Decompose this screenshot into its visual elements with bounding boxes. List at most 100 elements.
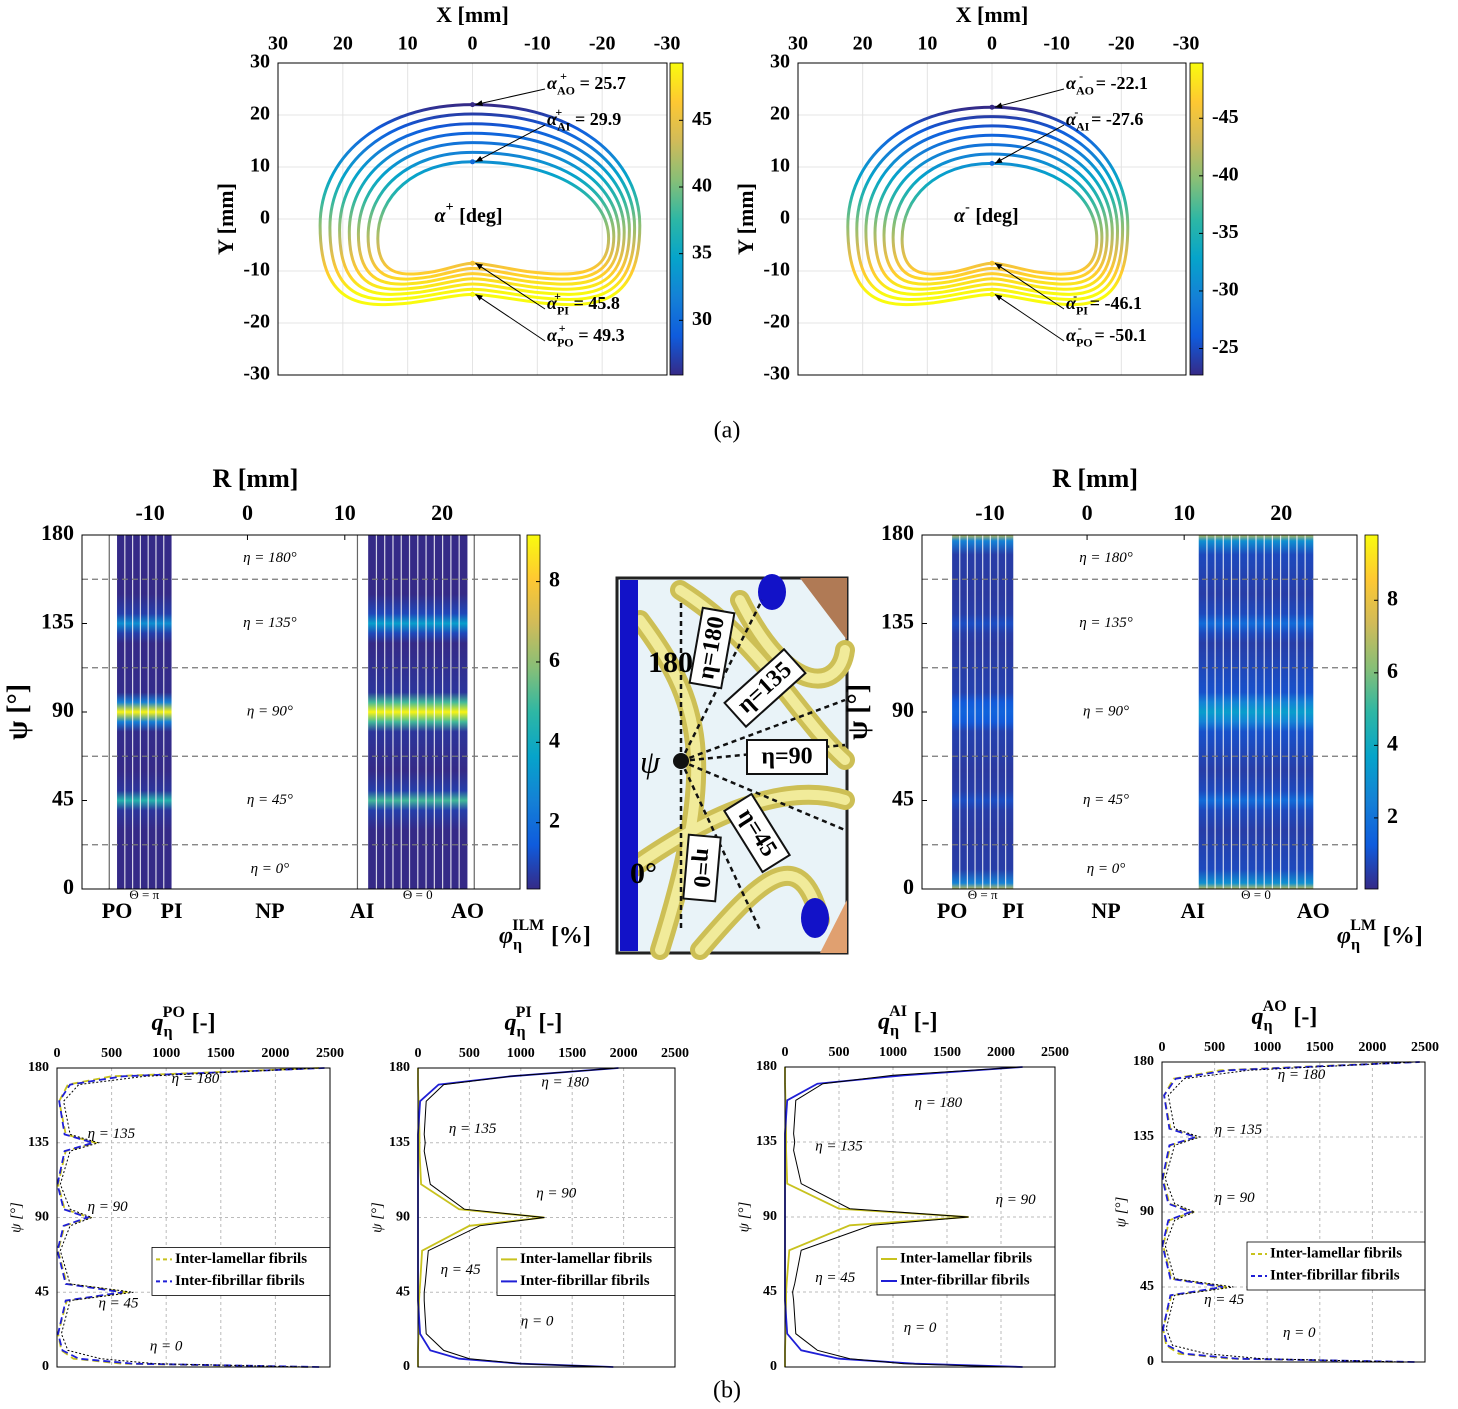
x-tick-label: 2000: [610, 1046, 638, 1061]
y-tick-label: 135: [389, 1135, 410, 1150]
annotation: αAI+ = 29.9: [547, 105, 621, 133]
x-tick-label: 500: [101, 1046, 122, 1061]
x-tick-label: 20: [431, 500, 453, 525]
label-box: [723, 647, 807, 729]
annotation-base: α: [1066, 293, 1077, 313]
label-box: [722, 792, 792, 874]
annotation: η = 135: [1215, 1122, 1263, 1138]
y-tick-label: 0: [903, 874, 914, 899]
chart-title-sup: PO: [163, 1004, 185, 1021]
x-tick-label: 30: [788, 33, 808, 55]
inset-label: η=0: [688, 847, 717, 888]
chart-title: qη PI [-]: [505, 1004, 563, 1040]
annotation-base: α: [1066, 325, 1077, 345]
colorbar: [526, 534, 541, 890]
annotation: η = 90: [88, 1199, 129, 1215]
x-tick-label: -10: [975, 500, 1004, 525]
contour-line: [855, 115, 1125, 301]
data-line: [59, 1067, 320, 1368]
colorbar: [669, 62, 684, 376]
region-label: η = 135°: [243, 615, 297, 631]
annotation: η = 90: [1215, 1190, 1256, 1206]
y-tick-label: 135: [1133, 1129, 1154, 1144]
y-tick-label: -20: [763, 311, 790, 333]
chart-title-base: q: [152, 1010, 164, 1036]
colorbar-title: φη ILM [%]: [499, 917, 591, 953]
colorbar-tick-label: 30: [692, 308, 712, 330]
legend-box: [151, 1247, 331, 1296]
inset-label: 0°: [630, 857, 657, 890]
y-axis-title: ψ [°]: [369, 1202, 385, 1233]
region-label: η = 45°: [1083, 792, 1129, 808]
annotation: αPO- = -50.1: [1066, 321, 1147, 349]
plot-frame: [81, 534, 521, 890]
y-tick-label: 0: [1147, 1354, 1154, 1369]
eta-box: η=90: [746, 739, 828, 775]
annotation: αAO- = -22.1: [1066, 69, 1148, 97]
annotation-label: = 45.8: [574, 293, 620, 313]
x-tick-label: 10: [1173, 500, 1195, 525]
plot-area: [57, 1068, 330, 1367]
data-line: [1164, 1061, 1415, 1363]
colorbar-tick-label: 40: [692, 175, 712, 197]
y-tick-label: 90: [763, 1209, 777, 1224]
blue-fiber-end: [758, 574, 786, 610]
x-tick-label: 0: [468, 33, 478, 55]
chart-title-sub: η: [517, 1023, 526, 1040]
x-tick-label: -20: [1108, 33, 1135, 55]
y-tick-label: 90: [1140, 1204, 1154, 1219]
annotation-base: α: [547, 73, 558, 93]
annotation: η = 45: [441, 1262, 482, 1278]
region-label: η = 180°: [243, 550, 297, 566]
annotation: η = 90: [536, 1186, 577, 1202]
annotation: η = 0: [521, 1314, 554, 1330]
colorbar-title-sub: η: [1351, 936, 1360, 953]
colorbar: [1189, 62, 1204, 376]
annotation-arrow: [475, 262, 546, 310]
y-tick-label: 30: [770, 51, 790, 73]
caption: (b): [713, 1378, 741, 1404]
y-tick-label: 20: [770, 103, 790, 125]
x-axis-title: R [mm]: [213, 464, 299, 493]
region-label: η = 90°: [1083, 703, 1129, 719]
annotation-marker: [989, 160, 995, 166]
legend-box: [1246, 1241, 1426, 1291]
annotation-arrow: [475, 293, 546, 342]
annotation-label: = -22.1: [1096, 73, 1148, 93]
legend-box: [876, 1246, 1056, 1296]
fiber: [695, 870, 825, 955]
colorbar-title-sup: LM: [1350, 917, 1376, 934]
annotation-base: α: [1066, 73, 1077, 93]
annotation: αAI- = -27.6: [1066, 105, 1143, 133]
x-tick-label: 0: [782, 1045, 789, 1060]
y-axis-title: Y [mm]: [213, 183, 238, 255]
annotation-sub: AO: [557, 83, 575, 97]
colorbar-tick-label: -35: [1212, 221, 1239, 243]
colorbar-title-base: φ: [1337, 923, 1351, 949]
y-axis-title: ψ [°]: [736, 1201, 752, 1232]
contour-line: [891, 152, 1104, 281]
region-label: η = 0°: [1087, 861, 1126, 877]
contour-line: [376, 160, 611, 276]
legend-label: Inter-fibrillar fibrils: [1270, 1267, 1400, 1283]
x-axis-title: X [mm]: [436, 2, 509, 27]
annotation: αPO+ = 49.3: [547, 321, 625, 349]
annotation-sub: AO: [1076, 83, 1094, 97]
annotation-label: = -50.1: [1094, 325, 1146, 345]
x-tick-label: -30: [654, 33, 681, 55]
y-axis-title: ψ [°]: [1113, 1196, 1129, 1227]
y-tick-label: 180: [1133, 1054, 1154, 1069]
plot-frame: [417, 1067, 676, 1368]
annotation-marker: [470, 102, 475, 108]
x-tick-label: 0: [54, 1046, 61, 1061]
annotation-label: = 25.7: [580, 73, 626, 93]
x-tick-label: -30: [1173, 33, 1200, 55]
data-line: [792, 1066, 1023, 1368]
y-tick-label: 180: [881, 520, 914, 545]
inset-label: ψ: [640, 743, 661, 779]
region-name: PO: [937, 898, 968, 923]
x-tick-label: 30: [268, 33, 288, 55]
region-name: NP: [1091, 898, 1120, 923]
annotation-marker: [989, 260, 995, 266]
annotation-marker: [470, 159, 475, 165]
